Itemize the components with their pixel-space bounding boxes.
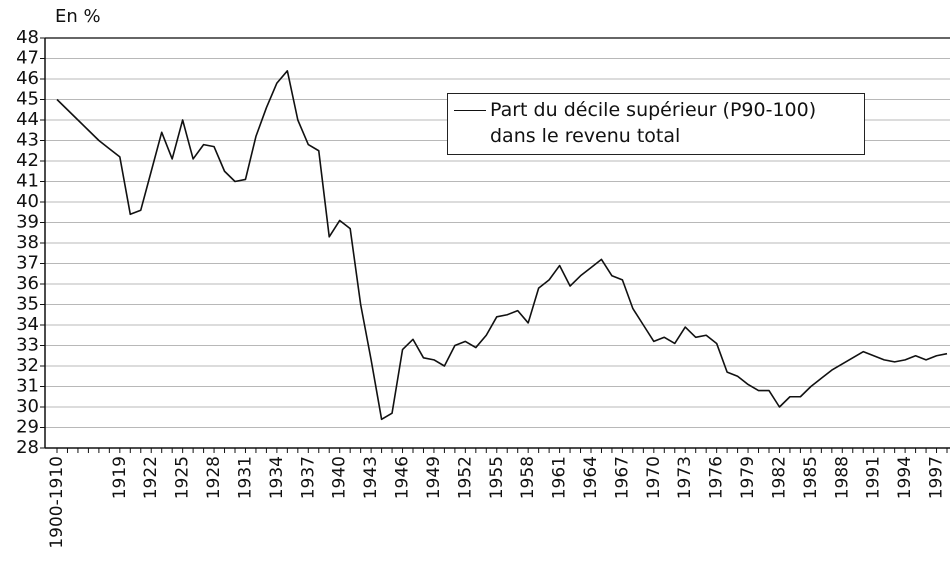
legend: Part du décile supérieur (P90-100) dans …: [447, 93, 865, 155]
y-tick-label: 35: [16, 294, 39, 315]
x-tick-label: 1967: [612, 456, 632, 499]
x-tick-label: 1946: [393, 456, 413, 499]
x-tick-label: 1970: [644, 456, 664, 499]
x-tick-label: 1982: [769, 456, 789, 499]
y-tick-label: 40: [16, 191, 39, 212]
y-tick-label: 30: [16, 396, 39, 417]
y-tick-label: 31: [16, 376, 39, 397]
y-axis-label: En %: [55, 6, 101, 27]
x-tick-label: 1949: [424, 456, 444, 499]
y-tick-label: 39: [16, 212, 39, 233]
y-tick-label: 33: [16, 335, 39, 356]
x-tick-label: 1922: [141, 456, 161, 499]
x-tick-label: 1985: [801, 456, 821, 499]
y-tick-label: 41: [16, 171, 39, 192]
x-tick-label: 1943: [361, 456, 381, 499]
y-tick-label: 38: [16, 232, 39, 253]
y-tick-label: 28: [16, 437, 39, 458]
x-tick-label: 1973: [675, 456, 695, 499]
y-tick-label: 43: [16, 130, 39, 151]
x-tick-label: 1979: [738, 456, 758, 499]
x-tick-label: 1900-1910: [47, 456, 67, 549]
y-tick-label: 29: [16, 417, 39, 438]
y-tick-label: 48: [16, 27, 39, 48]
y-tick-label: 32: [16, 355, 39, 376]
y-tick-label: 45: [16, 89, 39, 110]
y-tick-label: 36: [16, 273, 39, 294]
x-tick-label: 1925: [173, 456, 193, 499]
x-tick-label: 1958: [518, 456, 538, 499]
x-tick-label: 1991: [864, 456, 884, 499]
x-tick-label: 1997: [927, 456, 947, 499]
x-tick-label: 1919: [110, 456, 130, 499]
y-tick-label: 42: [16, 150, 39, 171]
data-line: [56, 70, 948, 421]
legend-swatch: [454, 110, 486, 111]
x-tick-label: 1937: [298, 456, 318, 499]
y-tick-label: 34: [16, 314, 39, 335]
y-tick-label: 47: [16, 48, 39, 69]
x-tick-label: 1976: [707, 456, 727, 499]
x-tick-label: 1940: [330, 456, 350, 499]
x-tick-label: 1994: [895, 456, 915, 499]
x-tick-label: 1928: [204, 456, 224, 499]
x-tick-label: 1934: [267, 456, 287, 499]
x-tick-label: 1964: [581, 456, 601, 499]
y-tick-label: 37: [16, 253, 39, 274]
y-tick-label: 46: [16, 68, 39, 89]
x-tick-label: 1988: [832, 456, 852, 499]
legend-label: Part du décile supérieur (P90-100) dans …: [490, 99, 817, 147]
x-tick-label: 1952: [455, 456, 475, 499]
x-tick-label: 1961: [550, 456, 570, 499]
x-tick-label: 1955: [487, 456, 507, 499]
y-tick-label: 44: [16, 109, 39, 130]
x-tick-label: 1931: [235, 456, 255, 499]
